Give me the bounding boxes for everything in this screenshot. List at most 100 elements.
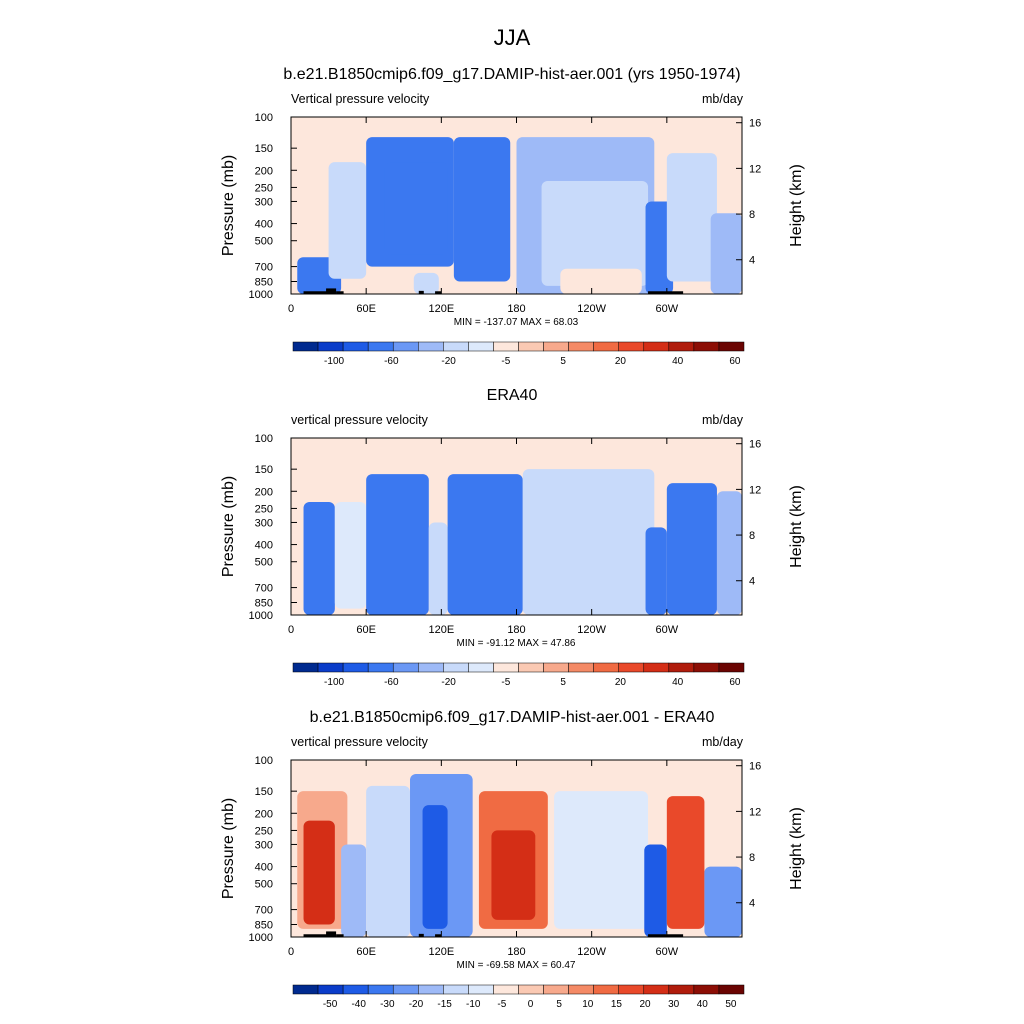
land-mask bbox=[336, 934, 344, 937]
contour-region bbox=[541, 181, 649, 286]
colorbar-label: 30 bbox=[668, 999, 680, 1010]
colorbar-label: 15 bbox=[611, 999, 623, 1010]
y2-tick-label: 8 bbox=[749, 852, 755, 864]
y-tick-label: 100 bbox=[255, 433, 273, 445]
y-axis-title: Pressure (mb) bbox=[220, 798, 237, 899]
y2-tick-label: 16 bbox=[749, 118, 761, 130]
panel-left-label: vertical pressure velocity bbox=[291, 413, 429, 427]
y-tick-label: 850 bbox=[255, 920, 273, 932]
contour-region bbox=[303, 502, 335, 615]
colorbar-segment bbox=[718, 662, 745, 673]
contour-region bbox=[645, 527, 667, 615]
colorbar-label: 40 bbox=[672, 677, 684, 688]
contour-region bbox=[334, 502, 367, 609]
y-tick-label: 150 bbox=[255, 143, 273, 155]
contour-region bbox=[560, 268, 642, 294]
y-axis-title: Pressure (mb) bbox=[220, 476, 237, 577]
colorbar-label: -20 bbox=[441, 356, 456, 367]
colorbar-segment bbox=[568, 341, 594, 352]
colorbar-label: -15 bbox=[437, 999, 452, 1010]
land-mask bbox=[326, 931, 337, 937]
colorbar-label: -60 bbox=[384, 677, 399, 688]
contour-region bbox=[328, 162, 367, 279]
colorbar-label: -100 bbox=[324, 356, 344, 367]
contour-field bbox=[303, 469, 742, 615]
y-tick-label: 200 bbox=[255, 486, 273, 498]
y-tick-label: 300 bbox=[255, 517, 273, 529]
x-tick-label: 60E bbox=[356, 624, 376, 636]
contour-field bbox=[297, 774, 742, 937]
colorbar-segment bbox=[618, 341, 645, 352]
colorbar-segment bbox=[593, 662, 619, 673]
colorbar-label: 40 bbox=[697, 999, 709, 1010]
y2-tick-label: 16 bbox=[749, 439, 761, 451]
colorbar-segment bbox=[518, 662, 544, 673]
colorbar-segment bbox=[392, 662, 419, 673]
panel-left-label: vertical pressure velocity bbox=[291, 735, 429, 749]
y-tick-label: 850 bbox=[255, 598, 273, 610]
land-mask bbox=[435, 934, 442, 937]
panel-left-label: Vertical pressure velocity bbox=[291, 92, 430, 106]
colorbar-segment bbox=[693, 662, 720, 673]
colorbar-label: 5 bbox=[556, 999, 562, 1010]
y-tick-label: 400 bbox=[255, 219, 273, 231]
colorbar-segment bbox=[342, 341, 369, 352]
x-tick-label: 120E bbox=[428, 946, 454, 958]
panel-units: mb/day bbox=[702, 735, 744, 749]
x-tick-label: 180 bbox=[507, 624, 525, 636]
stats-label: MIN = -69.58 MAX = 60.47 bbox=[457, 960, 576, 971]
colorbar-segment bbox=[668, 984, 695, 995]
panel-title: ERA40 bbox=[487, 387, 538, 404]
colorbar-segment bbox=[367, 341, 394, 352]
x-tick-label: 0 bbox=[288, 624, 294, 636]
contour-region bbox=[541, 511, 649, 607]
y-tick-label: 100 bbox=[255, 755, 273, 767]
y2-tick-label: 12 bbox=[749, 806, 761, 818]
contour-region bbox=[666, 483, 717, 615]
contour-region bbox=[453, 137, 511, 282]
colorbar-segment bbox=[593, 984, 619, 995]
y-tick-label: 300 bbox=[255, 196, 273, 208]
y2-tick-label: 12 bbox=[749, 484, 761, 496]
y-tick-label: 500 bbox=[255, 236, 273, 248]
colorbar: -50 -40 -30 -20 -15 -10 -5 0 5 10 15 20 30 40 50 bbox=[292, 984, 745, 1010]
y2-tick-label: 12 bbox=[749, 163, 761, 175]
colorbar-segment bbox=[418, 662, 444, 673]
x-tick-label: 60W bbox=[656, 946, 679, 958]
stats-label: MIN = -91.12 MAX = 47.86 bbox=[457, 638, 576, 649]
y-tick-label: 850 bbox=[255, 277, 273, 289]
land-mask bbox=[418, 933, 424, 937]
colorbar-segment bbox=[468, 662, 494, 673]
colorbar-label: -20 bbox=[409, 999, 424, 1010]
colorbar-segment bbox=[418, 984, 444, 995]
contour-field bbox=[297, 137, 742, 294]
y-tick-label: 200 bbox=[255, 808, 273, 820]
colorbar: -100 -60 -20 -5 5 20 40 60 bbox=[292, 341, 745, 367]
colorbar-segment bbox=[443, 984, 469, 995]
contour-region bbox=[413, 272, 439, 294]
colorbar-label: 20 bbox=[615, 356, 627, 367]
y-tick-label: 100 bbox=[255, 112, 273, 124]
contour-region bbox=[554, 791, 649, 929]
land-mask bbox=[326, 288, 337, 294]
colorbar-segment bbox=[468, 984, 494, 995]
y-tick-label: 1000 bbox=[249, 932, 273, 944]
contour-region bbox=[428, 522, 448, 615]
colorbar-label: 5 bbox=[560, 356, 566, 367]
x-tick-label: 0 bbox=[288, 303, 294, 315]
stats-label: MIN = -137.07 MAX = 68.03 bbox=[454, 317, 579, 328]
panel-1: b.e21.B1850cmip6.f09_g17.DAMIP-hist-aer.… bbox=[220, 66, 805, 367]
y-tick-label: 250 bbox=[255, 825, 273, 837]
y-tick-label: 700 bbox=[255, 262, 273, 274]
panel-units: mb/day bbox=[702, 413, 744, 427]
colorbar-segment bbox=[317, 662, 344, 673]
colorbar-segment bbox=[718, 984, 745, 995]
colorbar-segment bbox=[392, 984, 419, 995]
colorbar-label: -100 bbox=[324, 677, 344, 688]
y-tick-label: 200 bbox=[255, 165, 273, 177]
y-tick-label: 250 bbox=[255, 503, 273, 515]
contour-region bbox=[366, 785, 411, 937]
colorbar-segment bbox=[543, 662, 569, 673]
colorbar-segment bbox=[568, 984, 594, 995]
